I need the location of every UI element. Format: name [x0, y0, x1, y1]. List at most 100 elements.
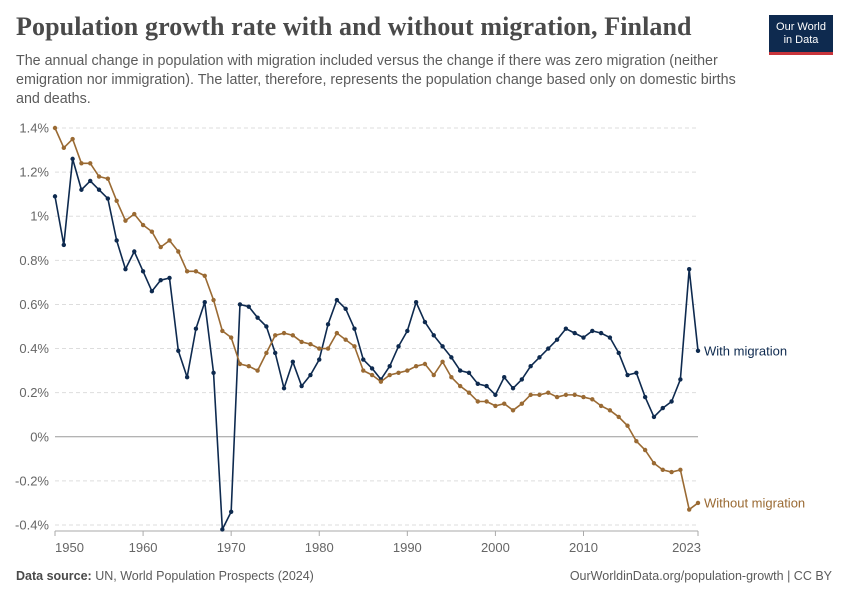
data-point-without-migration[interactable]: [695, 500, 701, 506]
data-point-with-migration[interactable]: [211, 370, 216, 376]
data-point-without-migration[interactable]: [308, 341, 313, 347]
data-point-with-migration[interactable]: [246, 304, 251, 309]
data-point-with-migration[interactable]: [537, 355, 542, 360]
data-point-with-migration[interactable]: [114, 238, 119, 243]
data-point-with-migration[interactable]: [695, 348, 701, 353]
data-point-without-migration[interactable]: [607, 408, 613, 413]
data-point-without-migration[interactable]: [554, 394, 560, 400]
data-point-without-migration[interactable]: [211, 297, 216, 303]
data-point-with-migration[interactable]: [678, 377, 683, 382]
data-point-without-migration[interactable]: [325, 346, 331, 351]
data-point-without-migration[interactable]: [616, 414, 621, 420]
data-point-with-migration[interactable]: [290, 359, 296, 364]
data-point-without-migration[interactable]: [202, 273, 207, 278]
data-point-without-migration[interactable]: [88, 161, 93, 166]
data-point-without-migration[interactable]: [502, 401, 507, 406]
data-point-with-migration[interactable]: [502, 375, 507, 380]
data-point-with-migration[interactable]: [361, 357, 366, 362]
data-point-without-migration[interactable]: [625, 423, 630, 428]
data-point-without-migration[interactable]: [537, 392, 542, 398]
data-point-with-migration[interactable]: [431, 333, 436, 338]
data-point-without-migration[interactable]: [484, 399, 489, 404]
data-point-without-migration[interactable]: [193, 269, 199, 274]
data-point-without-migration[interactable]: [228, 335, 234, 340]
data-point-without-migration[interactable]: [352, 344, 357, 349]
data-point-without-migration[interactable]: [273, 333, 278, 338]
data-point-without-migration[interactable]: [79, 161, 84, 166]
data-point-with-migration[interactable]: [660, 405, 665, 411]
data-point-with-migration[interactable]: [281, 386, 287, 391]
data-point-without-migration[interactable]: [572, 392, 577, 398]
data-point-with-migration[interactable]: [70, 156, 75, 162]
data-point-without-migration[interactable]: [440, 359, 445, 364]
data-point-with-migration[interactable]: [546, 346, 551, 351]
data-point-with-migration[interactable]: [369, 366, 375, 371]
data-point-with-migration[interactable]: [686, 266, 692, 272]
data-point-with-migration[interactable]: [158, 277, 163, 283]
data-point-without-migration[interactable]: [105, 176, 111, 181]
data-point-without-migration[interactable]: [96, 174, 102, 179]
data-point-without-migration[interactable]: [176, 249, 181, 254]
data-point-with-migration[interactable]: [449, 355, 454, 360]
series-label-with-migration[interactable]: With migration: [704, 343, 787, 358]
data-point-with-migration[interactable]: [413, 300, 419, 305]
data-point-without-migration[interactable]: [396, 370, 401, 376]
data-point-without-migration[interactable]: [132, 211, 137, 217]
data-point-with-migration[interactable]: [317, 357, 322, 362]
data-point-with-migration[interactable]: [228, 509, 234, 514]
series-line-without-migration[interactable]: [54, 127, 699, 511]
data-point-with-migration[interactable]: [264, 324, 269, 329]
data-point-with-migration[interactable]: [176, 348, 181, 353]
data-point-with-migration[interactable]: [590, 328, 595, 334]
data-point-with-migration[interactable]: [475, 381, 480, 387]
data-point-without-migration[interactable]: [457, 383, 463, 389]
source-link[interactable]: OurWorldinData.org/population-growth | C…: [569, 569, 832, 583]
data-point-with-migration[interactable]: [669, 399, 674, 404]
data-point-with-migration[interactable]: [625, 372, 630, 378]
data-point-with-migration[interactable]: [519, 377, 525, 382]
data-point-with-migration[interactable]: [96, 187, 102, 192]
data-point-without-migration[interactable]: [660, 467, 665, 473]
data-point-with-migration[interactable]: [79, 187, 84, 192]
data-point-without-migration[interactable]: [431, 372, 436, 378]
data-point-with-migration[interactable]: [308, 372, 313, 378]
data-point-with-migration[interactable]: [123, 266, 128, 272]
data-point-without-migration[interactable]: [158, 244, 163, 250]
data-point-with-migration[interactable]: [52, 194, 58, 199]
data-point-without-migration[interactable]: [642, 447, 648, 453]
data-point-without-migration[interactable]: [361, 368, 366, 373]
data-point-without-migration[interactable]: [167, 238, 172, 243]
data-point-with-migration[interactable]: [220, 527, 225, 532]
data-point-without-migration[interactable]: [299, 339, 304, 345]
data-point-without-migration[interactable]: [387, 372, 392, 378]
data-point-without-migration[interactable]: [686, 507, 692, 512]
data-point-with-migration[interactable]: [396, 344, 401, 349]
data-point-without-migration[interactable]: [449, 375, 454, 380]
data-point-without-migration[interactable]: [546, 390, 551, 395]
data-point-without-migration[interactable]: [590, 397, 595, 402]
data-point-without-migration[interactable]: [61, 145, 67, 151]
data-point-without-migration[interactable]: [678, 467, 683, 473]
data-point-without-migration[interactable]: [378, 379, 384, 384]
data-point-without-migration[interactable]: [334, 330, 340, 336]
data-point-with-migration[interactable]: [484, 383, 489, 389]
data-point-with-migration[interactable]: [554, 337, 560, 342]
data-point-with-migration[interactable]: [387, 364, 392, 369]
series-label-without-migration[interactable]: Without migration: [704, 495, 805, 510]
data-point-without-migration[interactable]: [237, 361, 243, 367]
data-point-without-migration[interactable]: [246, 364, 251, 369]
data-point-with-migration[interactable]: [581, 335, 586, 340]
data-point-with-migration[interactable]: [88, 178, 93, 184]
data-point-with-migration[interactable]: [563, 326, 569, 331]
data-point-without-migration[interactable]: [519, 401, 525, 406]
data-point-without-migration[interactable]: [255, 368, 260, 373]
data-point-without-migration[interactable]: [493, 403, 498, 409]
data-point-with-migration[interactable]: [105, 196, 111, 201]
data-point-without-migration[interactable]: [510, 408, 516, 413]
data-point-with-migration[interactable]: [237, 302, 243, 307]
data-point-with-migration[interactable]: [466, 370, 472, 376]
data-point-without-migration[interactable]: [281, 330, 287, 336]
data-point-without-migration[interactable]: [598, 403, 604, 409]
data-point-with-migration[interactable]: [255, 315, 260, 320]
data-point-without-migration[interactable]: [140, 222, 146, 228]
